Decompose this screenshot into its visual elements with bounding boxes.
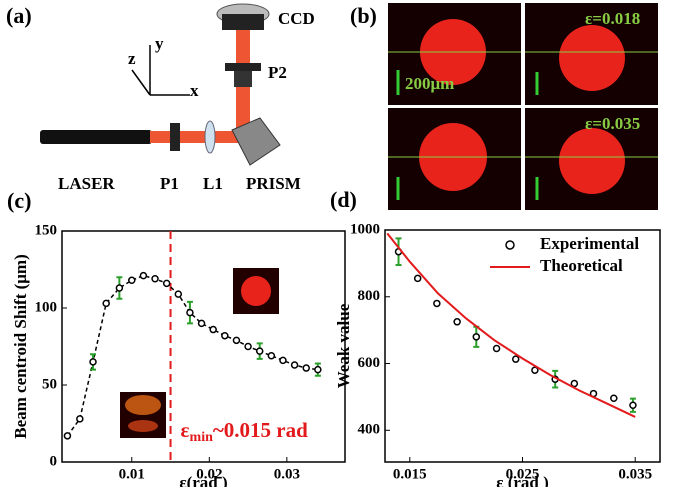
inset-spot: [128, 420, 158, 432]
annotation-subscript: min: [190, 430, 214, 445]
series-line: [67, 276, 317, 436]
beam-spot: [559, 128, 625, 194]
y-tick-label: 400: [358, 422, 381, 438]
panel-label: (b): [350, 3, 377, 28]
axis-z: [132, 70, 150, 95]
panel-label: (a): [6, 3, 32, 28]
inset-spot: [241, 276, 271, 306]
lens-l1: [205, 121, 215, 153]
legend-label: Theoretical: [540, 256, 623, 275]
data-point: [140, 273, 146, 279]
data-point: [152, 276, 158, 282]
legend-marker: [506, 241, 514, 249]
axis-label: y: [155, 34, 164, 53]
data-point: [611, 395, 617, 401]
data-point: [129, 277, 135, 283]
epsilon-label: ε=0.035: [585, 114, 640, 133]
data-point: [175, 291, 181, 297]
data-point: [292, 362, 298, 368]
data-point: [116, 285, 122, 291]
x-tick-label: 0.015: [393, 466, 427, 482]
data-point: [77, 416, 83, 422]
data-point: [164, 280, 170, 286]
data-point: [233, 337, 239, 343]
annotation-symbol: ε: [181, 418, 190, 442]
component-label: L1: [203, 174, 223, 193]
data-point: [415, 275, 421, 281]
data-point: [513, 356, 519, 362]
scale-label: 200μm: [405, 74, 454, 93]
data-point: [303, 365, 309, 371]
data-point: [187, 310, 193, 316]
y-tick-label: 150: [35, 222, 58, 238]
component-label: P2: [268, 63, 287, 82]
epsilon-label: ε=0.018: [585, 9, 640, 28]
data-point: [630, 402, 636, 408]
data-point: [199, 320, 205, 326]
data-point: [210, 327, 216, 333]
x-axis-label: ε(rad ): [179, 473, 227, 487]
x-tick-label: 0.01: [119, 466, 145, 482]
component-label: PRISM: [246, 174, 301, 193]
x-tick-label: 0.03: [274, 466, 300, 482]
data-point: [494, 346, 500, 352]
component-label: LASER: [58, 174, 115, 193]
y-tick-label: 0: [50, 453, 58, 469]
data-point: [90, 359, 96, 365]
panel-label: (c): [7, 188, 31, 213]
annotation: εmin~0.015 rad: [181, 418, 309, 445]
data-point: [434, 300, 440, 306]
data-point: [222, 333, 228, 339]
data-point: [315, 367, 321, 373]
beam-images: (b) 200μm ε=0.018 ε=0.035: [350, 3, 658, 210]
figure: (a) x y z CCD P2 LASER P1 L1 PRISM (b): [0, 0, 697, 487]
y-axis-label: Beam centroid Shift (μm): [11, 254, 30, 439]
beam-horizontal: [150, 131, 245, 143]
x-tick-label: 0.035: [618, 466, 652, 482]
data-point: [280, 357, 286, 363]
data-point: [473, 334, 479, 340]
legend-label: Experimental: [540, 234, 639, 253]
polarizer-p1: [170, 123, 180, 151]
panel-label: (d): [330, 187, 357, 212]
ccd-body: [222, 14, 264, 30]
polarizer-p2: [225, 63, 261, 71]
x-axis-label: ε (rad ): [496, 473, 549, 487]
axis-label: x: [190, 81, 199, 100]
data-point: [103, 300, 109, 306]
y-tick-label: 100: [35, 299, 58, 315]
axis-label: z: [128, 49, 136, 68]
setup-diagram: (a) x y z CCD P2 LASER P1 L1 PRISM: [6, 3, 315, 193]
data-point: [64, 433, 70, 439]
laser: [40, 130, 152, 144]
data-point: [454, 319, 460, 325]
inset-spot: [125, 395, 161, 415]
beam-spot: [559, 25, 625, 91]
y-tick-label: 600: [358, 355, 381, 371]
data-point: [268, 353, 274, 359]
y-tick-label: 50: [42, 376, 57, 392]
component-label: P1: [160, 174, 179, 193]
y-tick-label: 1000: [350, 221, 380, 237]
component-label: CCD: [278, 9, 315, 28]
y-tick-label: 800: [358, 288, 381, 304]
y-axis-label: Weak value: [334, 303, 353, 388]
data-point: [245, 344, 251, 350]
annotation-text: ~0.015 rad: [213, 418, 308, 442]
data-point: [257, 348, 263, 354]
page: {"panel_a": {"label": "(a)", "ccd": "CCD…: [0, 0, 697, 487]
polarizer-p2-mount: [234, 71, 252, 87]
